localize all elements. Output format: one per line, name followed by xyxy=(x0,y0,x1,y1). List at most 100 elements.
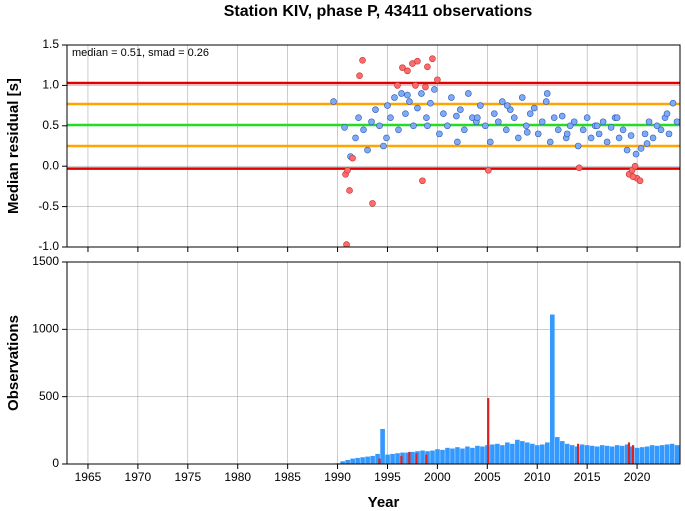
data-point xyxy=(503,102,511,109)
bar xyxy=(420,450,425,464)
data-point xyxy=(615,134,623,142)
bar xyxy=(378,458,381,464)
data-point xyxy=(461,126,468,134)
data-point xyxy=(619,126,627,134)
bar xyxy=(555,437,560,464)
bar xyxy=(576,443,580,464)
bar xyxy=(624,444,630,464)
x-tick-label: 1995 xyxy=(374,470,401,484)
annotation: median = 0.51, smad = 0.26 xyxy=(72,47,209,59)
bar xyxy=(400,452,405,464)
data-point xyxy=(607,124,615,131)
data-point xyxy=(423,114,430,122)
data-point xyxy=(465,90,472,97)
bar xyxy=(355,457,360,464)
data-point xyxy=(487,138,494,146)
data-point xyxy=(641,130,649,138)
bar xyxy=(599,445,605,464)
y-tick-label: 1500 xyxy=(32,254,59,268)
bar xyxy=(520,441,525,464)
bar xyxy=(545,442,550,464)
data-point xyxy=(349,154,356,162)
data-point xyxy=(482,122,489,130)
data-point xyxy=(613,114,621,122)
bar xyxy=(410,451,415,464)
data-point xyxy=(593,122,601,130)
bar xyxy=(408,451,411,464)
bar xyxy=(340,461,345,464)
bar xyxy=(644,446,650,464)
y-tick-label: 1.0 xyxy=(42,78,59,92)
data-point xyxy=(418,90,425,97)
bar xyxy=(569,445,575,464)
y-axis-label: Observations xyxy=(5,315,22,411)
data-point xyxy=(384,102,391,109)
bar xyxy=(669,443,675,464)
data-point xyxy=(491,110,498,117)
data-point xyxy=(669,99,677,107)
bar xyxy=(495,443,500,464)
data-point xyxy=(570,118,578,126)
y-tick-label: -0.5 xyxy=(38,199,59,213)
data-point xyxy=(599,118,607,126)
y-tick-label: 0 xyxy=(52,456,59,470)
data-point xyxy=(623,146,631,154)
data-point xyxy=(554,126,562,134)
bar xyxy=(370,455,375,464)
bar xyxy=(515,439,520,464)
data-point xyxy=(369,200,376,207)
bar xyxy=(475,445,480,464)
data-point xyxy=(402,110,409,117)
data-point xyxy=(558,112,566,120)
data-point xyxy=(356,72,363,80)
data-point xyxy=(429,55,436,63)
bar xyxy=(619,445,625,464)
data-point xyxy=(341,124,348,131)
bar xyxy=(540,444,545,464)
data-point xyxy=(474,114,481,122)
data-point xyxy=(632,150,640,158)
data-point xyxy=(566,122,574,130)
data-point xyxy=(404,67,411,75)
bar xyxy=(594,446,600,464)
x-tick-label: 2010 xyxy=(524,470,551,484)
bar xyxy=(450,448,455,464)
bar xyxy=(430,450,435,464)
y-tick-label: 0.0 xyxy=(42,158,59,172)
data-point xyxy=(587,134,595,142)
bar xyxy=(654,445,660,464)
bar xyxy=(480,446,485,464)
data-point xyxy=(360,126,367,134)
bar xyxy=(345,459,350,464)
data-point xyxy=(391,94,398,101)
plot-frame xyxy=(66,261,681,465)
data-point xyxy=(673,118,680,126)
data-point xyxy=(563,130,571,138)
bar xyxy=(589,445,595,464)
data-point xyxy=(543,90,551,97)
data-point xyxy=(595,130,603,138)
data-point xyxy=(550,114,558,122)
bar xyxy=(564,443,570,464)
data-point xyxy=(380,142,387,150)
bar xyxy=(510,443,515,464)
bar xyxy=(400,455,403,464)
data-point xyxy=(395,126,402,134)
data-point xyxy=(404,91,411,99)
data-point xyxy=(372,106,379,113)
data-point xyxy=(579,126,587,134)
y-axis-label: Median residual [s] xyxy=(5,78,22,214)
data-point xyxy=(434,76,441,84)
bar xyxy=(415,453,418,464)
data-point xyxy=(352,134,359,142)
bar xyxy=(627,442,631,464)
data-point xyxy=(448,94,455,101)
data-point xyxy=(627,132,635,139)
bar xyxy=(639,447,645,464)
data-point xyxy=(344,166,351,174)
data-point xyxy=(637,145,645,152)
bar xyxy=(649,445,655,464)
bar xyxy=(470,447,475,464)
data-point xyxy=(530,104,538,112)
bar xyxy=(405,452,410,464)
